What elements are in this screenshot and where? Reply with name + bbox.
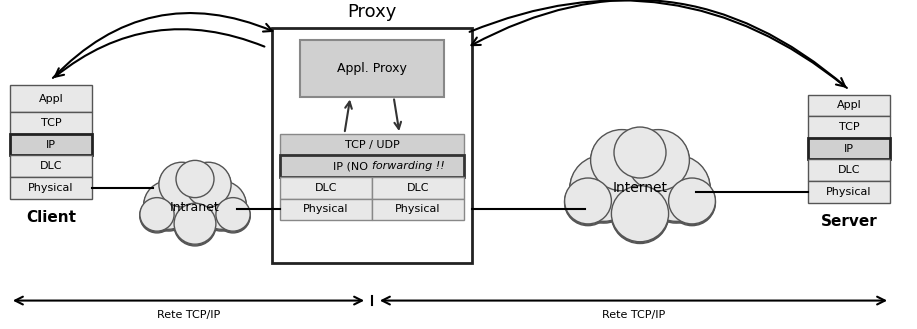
- Circle shape: [140, 198, 174, 231]
- FancyBboxPatch shape: [10, 156, 92, 177]
- Circle shape: [668, 178, 715, 224]
- Text: Appl. Proxy: Appl. Proxy: [337, 62, 407, 75]
- Text: TCP: TCP: [839, 122, 859, 132]
- FancyBboxPatch shape: [808, 95, 890, 116]
- Circle shape: [159, 162, 231, 233]
- Circle shape: [197, 181, 247, 229]
- Text: Rete TCP/IP: Rete TCP/IP: [157, 310, 220, 320]
- Circle shape: [591, 130, 690, 226]
- Text: IP (NO: IP (NO: [334, 161, 372, 171]
- FancyBboxPatch shape: [372, 199, 464, 220]
- FancyBboxPatch shape: [808, 116, 890, 138]
- Text: Rete TCP/IP: Rete TCP/IP: [602, 310, 665, 320]
- Text: Proxy: Proxy: [348, 3, 397, 21]
- Text: DLC: DLC: [315, 183, 337, 193]
- Text: Appl: Appl: [39, 94, 63, 104]
- Circle shape: [612, 186, 668, 242]
- Text: TCP: TCP: [40, 118, 61, 128]
- Text: DLC: DLC: [838, 165, 860, 175]
- Circle shape: [215, 198, 250, 231]
- Circle shape: [565, 178, 612, 224]
- FancyBboxPatch shape: [272, 28, 472, 263]
- Circle shape: [627, 130, 690, 191]
- FancyBboxPatch shape: [372, 177, 464, 199]
- Text: IP: IP: [46, 140, 56, 150]
- FancyBboxPatch shape: [280, 199, 372, 220]
- Text: TCP / UDP: TCP / UDP: [345, 140, 400, 150]
- FancyBboxPatch shape: [280, 177, 372, 199]
- Text: Client: Client: [26, 210, 76, 225]
- Circle shape: [591, 130, 653, 191]
- FancyBboxPatch shape: [300, 40, 444, 97]
- Text: forwarding !!: forwarding !!: [372, 161, 445, 171]
- Circle shape: [144, 181, 193, 229]
- Circle shape: [643, 155, 710, 221]
- FancyBboxPatch shape: [10, 177, 92, 199]
- Circle shape: [614, 127, 666, 178]
- Circle shape: [185, 162, 231, 207]
- Text: Server: Server: [821, 214, 878, 229]
- Text: IP: IP: [844, 143, 854, 154]
- Text: Intranet: Intranet: [171, 201, 220, 214]
- Text: Internet: Internet: [613, 181, 668, 195]
- Text: DLC: DLC: [407, 183, 429, 193]
- FancyBboxPatch shape: [10, 112, 92, 134]
- Circle shape: [569, 155, 637, 221]
- FancyBboxPatch shape: [808, 159, 890, 181]
- Text: Physical: Physical: [826, 187, 872, 197]
- FancyBboxPatch shape: [808, 138, 890, 159]
- FancyBboxPatch shape: [808, 181, 890, 203]
- Circle shape: [159, 162, 204, 207]
- FancyBboxPatch shape: [10, 85, 92, 112]
- Text: Physical: Physical: [28, 183, 73, 193]
- FancyBboxPatch shape: [280, 156, 464, 177]
- Text: Physical: Physical: [395, 204, 441, 215]
- FancyBboxPatch shape: [10, 134, 92, 156]
- Circle shape: [176, 160, 214, 198]
- Circle shape: [174, 203, 215, 244]
- Text: Appl: Appl: [836, 100, 861, 111]
- Text: DLC: DLC: [39, 161, 62, 171]
- Text: Physical: Physical: [304, 204, 348, 215]
- FancyBboxPatch shape: [280, 134, 464, 156]
